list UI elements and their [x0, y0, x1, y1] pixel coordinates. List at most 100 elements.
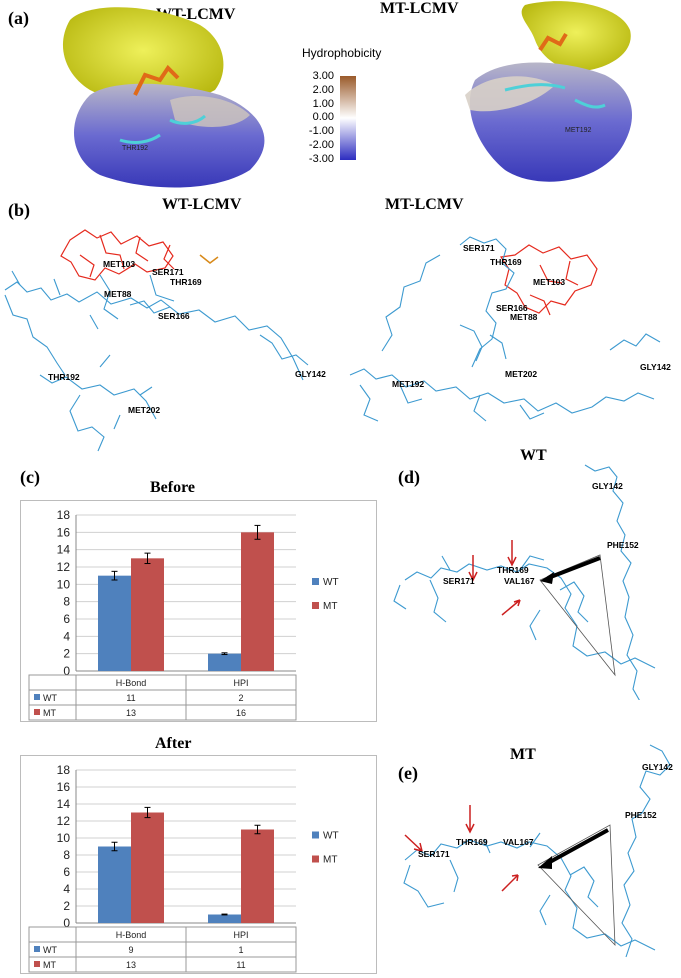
y-tick-label: 6 — [63, 612, 70, 626]
table-swatch — [34, 946, 40, 952]
y-tick-label: 14 — [57, 797, 71, 811]
wt-surface-image: THR192 — [62, 7, 265, 188]
chart-title-before: Before — [150, 479, 196, 496]
table-series-name: WT — [43, 693, 57, 703]
panel-label-e: (e) — [398, 763, 418, 783]
table-swatch — [34, 694, 40, 700]
bar-wt — [98, 575, 131, 671]
category-label: H-Bond — [116, 678, 147, 688]
d-residue-label: PHE152 — [607, 540, 639, 550]
d-residue-label: THR169 — [497, 565, 529, 575]
panel-b-mt-title: MT-LCMV — [385, 196, 464, 213]
chart-box-before: 0 2 4 6 8 10 12 14 16 18 H-Bond HPI WT 11 2 MT 13 16 WT MT — [20, 500, 377, 722]
table-value: 13 — [126, 708, 136, 718]
legend-swatch — [312, 578, 319, 585]
y-tick-label: 0 — [63, 664, 70, 678]
wt-surface-residue: THR192 — [122, 145, 148, 152]
legend-tick: -2.00 — [308, 138, 334, 151]
wt-residue-label: MET202 — [128, 405, 160, 415]
legend-swatch — [312, 831, 319, 839]
d-residue-label: SER171 — [443, 576, 475, 586]
table-value: 11 — [236, 960, 245, 970]
legend-swatch — [312, 602, 319, 609]
chart-before: 0 2 4 6 8 10 12 14 16 18 H-Bond HPI WT 11 2 MT 13 16 WT MT — [28, 508, 339, 721]
legend-entry: MT — [323, 601, 337, 612]
hydrophobicity-ticks: 3.00 2.00 1.00 0.00 -1.00 -2.00 -3.00 — [294, 70, 334, 167]
bar-mt — [241, 532, 274, 671]
wt-residue-label: MET88 — [104, 289, 132, 299]
bar-mt — [131, 558, 164, 671]
panel-a-mt-title: MT-LCMV — [380, 0, 459, 17]
mt-residue-label: MET192 — [392, 379, 424, 389]
chart-after: 0 2 4 6 8 10 12 14 16 18 H-Bond HPI WT 9 1 MT 13 11 WT MT — [28, 763, 339, 973]
mt-residue-label: THR169 — [490, 257, 522, 267]
wt-residue-label: GLY142 — [295, 369, 326, 379]
wt-stick-structure: MET103 SER171 THR169 MET88 SER166 THR192… — [4, 229, 326, 452]
mt-residue-label: GLY142 — [640, 362, 671, 372]
e-residue-label: VAL167 — [503, 837, 534, 847]
bar-wt — [208, 653, 241, 671]
mt-residue-label: MET202 — [505, 369, 537, 379]
d-residue-label: VAL167 — [504, 576, 535, 586]
y-tick-label: 10 — [57, 577, 71, 591]
legend-tick: 1.00 — [312, 97, 334, 110]
e-residue-label: THR169 — [456, 837, 488, 847]
table-value: 16 — [236, 708, 246, 718]
mt-residue-label: MET88 — [510, 312, 538, 322]
y-tick-label: 14 — [57, 543, 71, 557]
e-residue-label: PHE152 — [625, 810, 657, 820]
panel-label-d: (d) — [398, 467, 420, 487]
panel-b-wt-title: WT-LCMV — [162, 196, 242, 213]
panel-e-title: MT — [510, 746, 536, 763]
table-value: 1 — [238, 945, 243, 955]
mt-residue-label: SER171 — [463, 243, 495, 253]
wt-residue-label: SER166 — [158, 311, 190, 321]
y-tick-label: 16 — [57, 525, 71, 539]
y-tick-label: 2 — [63, 899, 70, 913]
table-swatch — [34, 961, 40, 967]
panel-label-c: (c) — [20, 467, 40, 487]
table-value: 2 — [238, 693, 243, 703]
mt-stick-structure: SER171 THR169 MET103 SER166 MET88 MET192… — [349, 236, 671, 422]
legend-tick: 2.00 — [312, 83, 334, 96]
legend-entry: WT — [323, 831, 339, 842]
e-residue-label: GLY142 — [642, 762, 673, 772]
y-tick-label: 4 — [63, 882, 70, 896]
bar-mt — [131, 812, 164, 923]
y-tick-label: 0 — [63, 916, 70, 930]
hydrophobicity-colorbar — [340, 76, 356, 160]
table-series-name: WT — [43, 945, 57, 955]
wt-residue-label: THR192 — [48, 372, 80, 382]
y-tick-label: 12 — [57, 560, 71, 574]
legend-tick: -3.00 — [308, 152, 334, 165]
y-tick-label: 12 — [57, 814, 71, 828]
category-label: HPI — [233, 930, 248, 940]
y-tick-label: 4 — [63, 629, 70, 643]
panel-label-a: (a) — [8, 8, 29, 28]
mt-residue-label: MET103 — [533, 277, 565, 287]
panel-d-title: WT — [520, 447, 547, 464]
e-residue-label: SER171 — [418, 849, 450, 859]
y-tick-label: 2 — [63, 647, 70, 661]
bar-wt — [208, 914, 241, 923]
mt-surface-residue: MET192 — [565, 127, 592, 134]
table-value: 13 — [126, 960, 136, 970]
table-value: 9 — [128, 945, 133, 955]
y-tick-label: 18 — [57, 508, 71, 522]
data-table — [28, 674, 297, 721]
y-tick-label: 8 — [63, 848, 70, 862]
mt-binding-structure: GLY142 PHE152 THR169 VAL167 SER171 — [403, 744, 673, 958]
legend-tick: 0.00 — [312, 111, 334, 124]
hydrophobicity-legend-title: Hydrophobicity — [302, 46, 382, 60]
category-label: H-Bond — [116, 930, 147, 940]
legend-swatch — [312, 855, 319, 863]
table-series-name: MT — [43, 960, 56, 970]
category-label: HPI — [233, 678, 248, 688]
y-tick-label: 18 — [57, 763, 71, 777]
wt-binding-structure: GLY142 PHE152 SER171 THR169 VAL167 — [393, 464, 656, 700]
bar-wt — [98, 846, 131, 923]
table-swatch — [34, 709, 40, 715]
mt-residue-label: SER166 — [496, 303, 528, 313]
chart-title-after: After — [155, 735, 192, 752]
legend-tick: 3.00 — [312, 70, 334, 82]
